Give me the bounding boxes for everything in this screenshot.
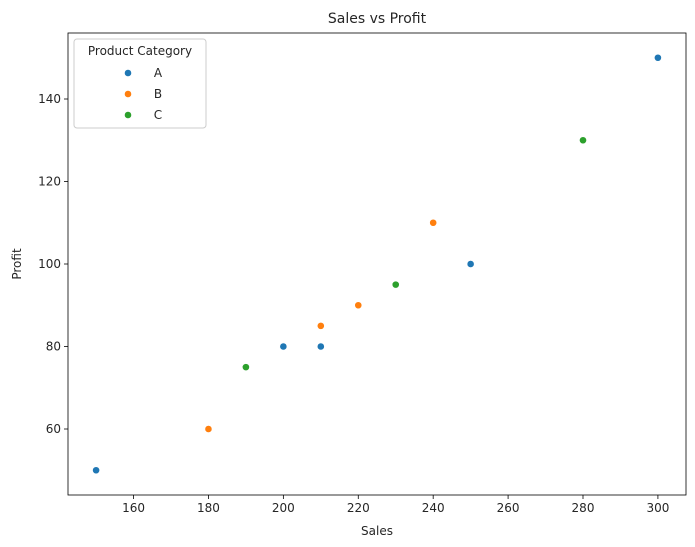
y-tick-label: 120 xyxy=(38,175,61,189)
x-tick-label: 240 xyxy=(422,501,445,515)
legend: Product Category ABC xyxy=(73,38,207,129)
data-point-c xyxy=(579,136,587,145)
data-points xyxy=(92,53,662,475)
y-tick-label: 140 xyxy=(38,92,61,106)
legend-box xyxy=(73,38,207,129)
data-point-c xyxy=(242,363,250,372)
data-point-b xyxy=(354,301,363,310)
x-tick-label: 260 xyxy=(497,501,520,515)
legend-marker-c xyxy=(124,111,132,119)
y-tick-label: 60 xyxy=(46,422,61,436)
x-axis-label: Sales xyxy=(361,524,393,538)
chart-title: Sales vs Profit xyxy=(328,11,427,27)
data-point-a xyxy=(466,260,475,268)
legend-marker-a xyxy=(124,69,132,77)
y-axis-label: Profit xyxy=(10,248,24,280)
data-point-a xyxy=(316,342,325,351)
data-point-b xyxy=(204,425,213,433)
axis-ticks: 160 180 200 220 240 260 280 300 60 80 100 120 140 xyxy=(38,92,669,515)
x-tick-label: 300 xyxy=(646,501,669,515)
data-point-a xyxy=(92,466,100,475)
legend-label-a: A xyxy=(154,66,163,80)
x-tick-label: 220 xyxy=(347,501,370,515)
y-tick-label: 100 xyxy=(38,257,61,271)
legend-label-b: B xyxy=(154,87,162,101)
x-tick-label: 160 xyxy=(122,501,145,515)
y-tick-label: 80 xyxy=(46,340,61,354)
data-point-c xyxy=(391,280,400,289)
data-point-b xyxy=(316,321,325,330)
x-tick-label: 280 xyxy=(572,501,595,515)
data-point-b xyxy=(429,218,438,227)
legend-title: Product Category xyxy=(88,44,192,58)
plot-frame xyxy=(67,32,687,496)
legend-marker-b xyxy=(124,90,132,98)
data-point-a xyxy=(279,342,288,351)
legend-label-c: C xyxy=(154,108,162,122)
x-tick-label: 200 xyxy=(272,501,295,515)
data-point-a xyxy=(654,53,662,62)
x-tick-label: 180 xyxy=(197,501,220,515)
